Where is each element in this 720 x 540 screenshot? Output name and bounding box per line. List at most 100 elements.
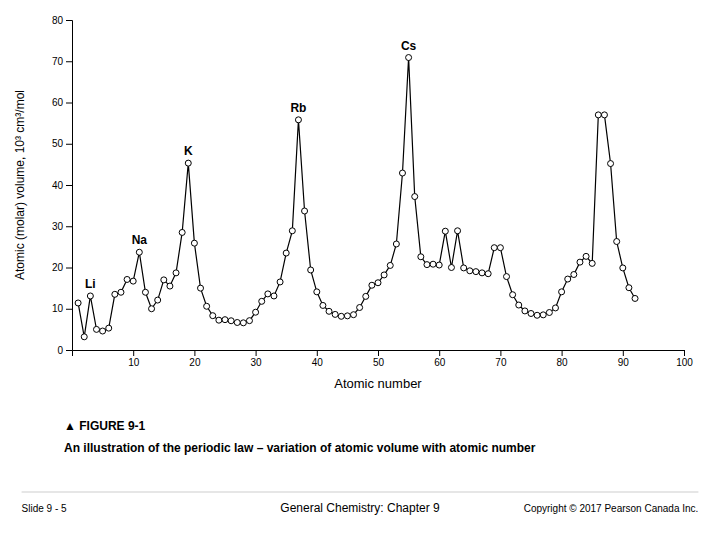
- x-tick-mark: [500, 350, 501, 356]
- y-tick-mark: [66, 185, 72, 186]
- data-point: [577, 259, 583, 265]
- data-point: [357, 305, 363, 311]
- x-tick-mark: [256, 350, 257, 356]
- x-tick-mark: [562, 350, 563, 356]
- data-point: [253, 309, 259, 315]
- y-tick-mark: [66, 350, 72, 351]
- data-point: [295, 117, 301, 123]
- data-point: [565, 276, 571, 282]
- data-point: [314, 289, 320, 295]
- data-point: [522, 308, 528, 314]
- x-tick-label: 100: [676, 357, 693, 368]
- separator: [22, 492, 699, 493]
- data-point: [75, 300, 81, 306]
- x-tick: 40: [312, 350, 324, 368]
- x-tick-mark: [439, 350, 440, 356]
- data-point: [326, 308, 332, 314]
- x-tick: 60: [434, 350, 446, 368]
- data-point: [620, 265, 626, 271]
- data-point: [393, 241, 399, 247]
- annotation: K: [184, 144, 193, 158]
- x-tick: 30: [251, 350, 263, 368]
- data-point: [497, 245, 503, 251]
- y-tick: 50: [52, 138, 72, 149]
- data-point: [571, 272, 577, 278]
- data-point: [363, 293, 369, 299]
- data-point: [583, 253, 589, 259]
- data-point: [234, 319, 240, 325]
- data-point: [246, 318, 252, 324]
- data-point: [338, 313, 344, 319]
- annotation: Rb: [290, 101, 306, 115]
- x-tick: 20: [189, 350, 201, 368]
- data-point: [387, 262, 393, 268]
- x-tick: 10: [128, 350, 140, 368]
- y-axis-title: Atomic (molar) volume, 10³ cm³/mol: [13, 90, 27, 280]
- y-tick: 30: [52, 221, 72, 232]
- x-tick-label: 30: [251, 357, 263, 368]
- data-point: [173, 270, 179, 276]
- data-point: [210, 313, 216, 319]
- x-tick-mark: [378, 350, 379, 356]
- chart: 10203040506070809010001020304050607080Li…: [0, 0, 720, 540]
- annotations: LiNaKRbCs: [85, 39, 417, 291]
- data-point: [412, 194, 418, 200]
- data-point: [155, 297, 161, 303]
- data-point: [540, 312, 546, 318]
- data-point: [424, 262, 430, 268]
- x-tick-mark: [684, 350, 685, 356]
- data-point: [185, 160, 191, 166]
- y-tick-mark: [66, 309, 72, 310]
- y-axis: 01020304050607080: [52, 15, 73, 356]
- data-point: [595, 112, 601, 118]
- y-tick-mark: [66, 20, 72, 21]
- data-point: [448, 265, 454, 271]
- y-tick: 70: [52, 56, 72, 67]
- data-point: [265, 291, 271, 297]
- y-tick-label: 20: [52, 262, 64, 273]
- x-tick-label: 90: [618, 357, 630, 368]
- data-point: [491, 245, 497, 251]
- x-axis-title: Atomic number: [334, 376, 422, 391]
- y-axis-line: [66, 21, 73, 351]
- data-point: [179, 229, 185, 235]
- x-tick-mark: [623, 350, 624, 356]
- data-point: [608, 161, 614, 167]
- caption-body: An illustration of the periodic law – va…: [64, 441, 536, 455]
- data-point: [461, 265, 467, 271]
- x-tick-label: 70: [495, 357, 507, 368]
- x-tick-label: 20: [189, 357, 201, 368]
- y-tick: 60: [52, 97, 72, 108]
- data-point: [601, 112, 607, 118]
- annotation: Li: [85, 277, 96, 291]
- x-tick-mark: [194, 350, 195, 356]
- data-point: [614, 239, 620, 245]
- y-tick-mark: [66, 268, 72, 269]
- data-point: [136, 249, 142, 255]
- x-tick-label: 40: [312, 357, 324, 368]
- marks: [75, 55, 638, 340]
- plot: 10203040506070809010001020304050607080Li…: [52, 15, 693, 368]
- y-tick-label: 30: [52, 221, 64, 232]
- data-point: [546, 310, 552, 316]
- data-point: [228, 318, 234, 324]
- data-point: [198, 285, 204, 291]
- y-tick-mark: [66, 103, 72, 104]
- x-tick: 70: [495, 350, 507, 368]
- data-point: [510, 292, 516, 298]
- y-tick-label: 80: [52, 15, 64, 26]
- data-point: [191, 240, 197, 246]
- y-tick-mark: [66, 61, 72, 62]
- annotation: Cs: [401, 39, 417, 53]
- data-point: [216, 317, 222, 323]
- data-point: [118, 289, 124, 295]
- data-point: [289, 228, 295, 234]
- footer-text: Copyright © 2017 Pearson Canada Inc.: [524, 503, 699, 514]
- data-point: [534, 312, 540, 318]
- data-point: [589, 260, 595, 266]
- data-point: [375, 280, 381, 286]
- y-tick: 20: [52, 262, 72, 273]
- data-point: [485, 271, 491, 277]
- data-point: [87, 293, 93, 299]
- data-point: [283, 250, 289, 256]
